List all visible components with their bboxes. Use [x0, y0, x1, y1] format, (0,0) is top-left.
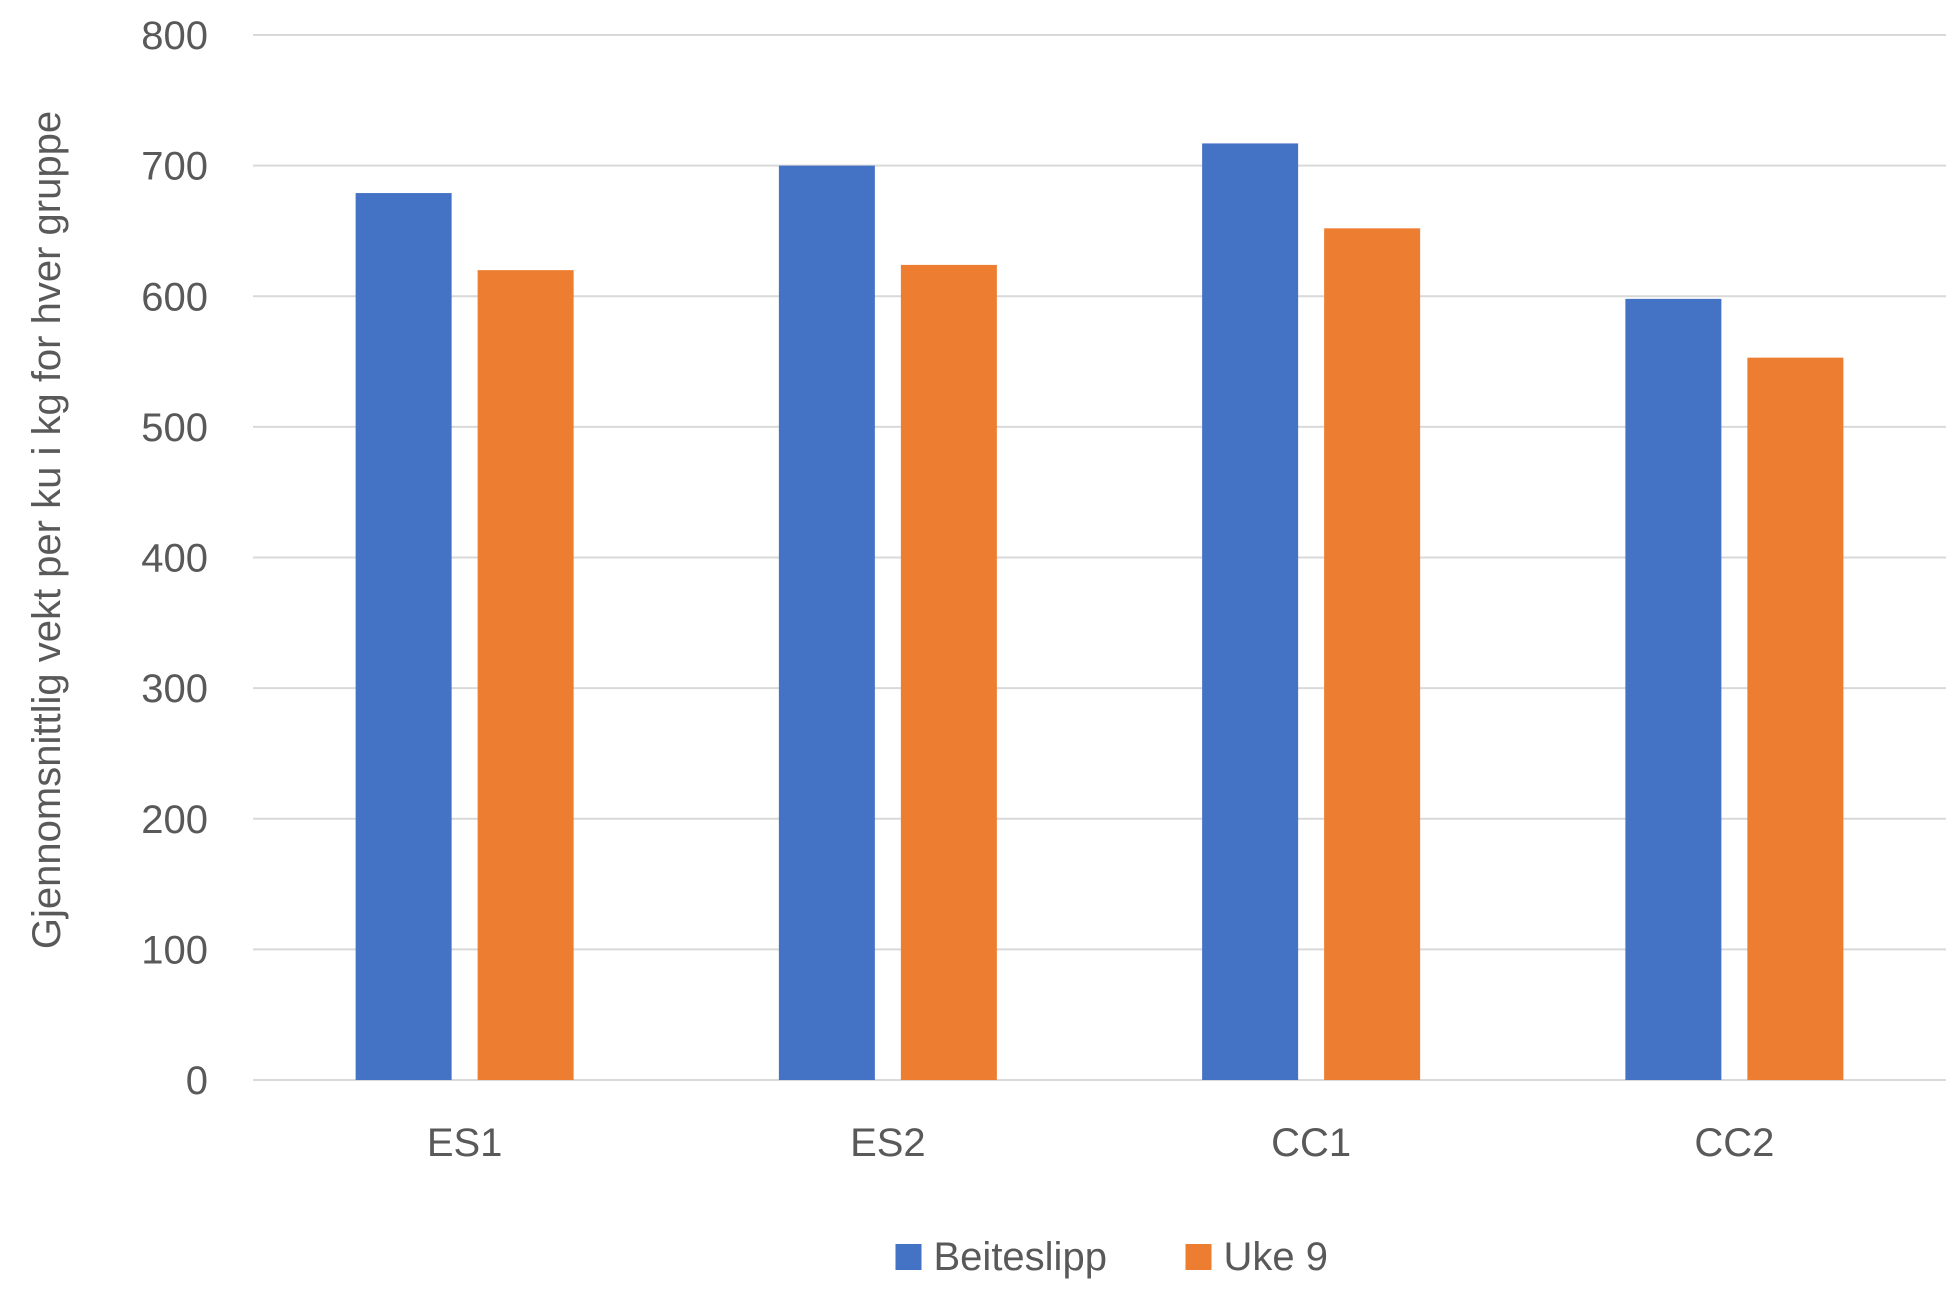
- y-tick-label: 700: [141, 145, 208, 189]
- y-tick-label: 400: [141, 537, 208, 581]
- bar-uke-9-es2: [900, 264, 997, 1080]
- x-axis-ticks: ES1 ES2 CC1 CC2: [427, 1121, 1775, 1165]
- y-tick-label: 500: [141, 406, 208, 450]
- y-tick-label: 300: [141, 667, 208, 711]
- x-tick-label: ES1: [427, 1121, 503, 1165]
- legend-label: Uke 9: [1224, 1235, 1329, 1279]
- legend-swatch-uke-9: [1185, 1244, 1212, 1270]
- y-tick-label: 600: [141, 275, 208, 319]
- y-tick-label: 100: [141, 928, 208, 972]
- bar-beiteslipp-cc2: [1625, 298, 1722, 1080]
- legend-swatch-beiteslipp: [895, 1244, 922, 1270]
- x-tick-label: ES2: [850, 1121, 926, 1165]
- legend-label: Beiteslipp: [934, 1235, 1107, 1279]
- bar-uke-9-cc2: [1747, 357, 1844, 1080]
- bar-beiteslipp-es2: [778, 165, 875, 1080]
- bar-uke-9-cc1: [1324, 228, 1421, 1080]
- y-tick-label: 0: [186, 1059, 208, 1103]
- x-tick-label: CC1: [1271, 1121, 1351, 1165]
- bar-uke-9-es1: [477, 270, 574, 1080]
- y-tick-label: 200: [141, 798, 208, 842]
- legend: Beiteslipp Uke 9: [895, 1235, 1329, 1279]
- x-tick-label: CC2: [1694, 1121, 1774, 1165]
- bar-beiteslipp-cc1: [1202, 143, 1299, 1080]
- y-axis-title: Gjennomsnittlig vekt per ku i kg for hve…: [25, 111, 69, 949]
- bars: [355, 143, 1844, 1080]
- bar-beiteslipp-es1: [355, 193, 452, 1080]
- y-tick-label: 800: [141, 14, 208, 58]
- y-axis-ticks: 0 100 200 300 400 500 600 700 800: [141, 14, 208, 1103]
